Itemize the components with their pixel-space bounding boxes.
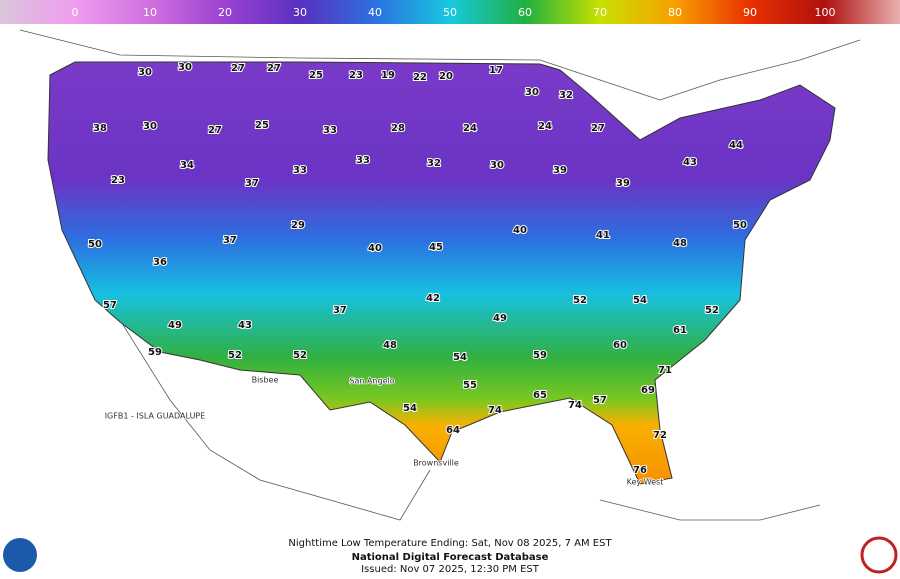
colorbar-tick-label: 90 xyxy=(743,6,757,19)
temperature-label: 30 xyxy=(138,67,152,78)
temperature-label: 27 xyxy=(208,125,222,136)
map-source: National Digital Forecast Database xyxy=(352,552,549,563)
colorbar-tick-label: 50 xyxy=(443,6,457,19)
temperature-label: 57 xyxy=(593,395,607,406)
temperature-label: 50 xyxy=(733,220,747,231)
place-label: Key West xyxy=(627,478,664,487)
temperature-label: 54 xyxy=(453,352,467,363)
temperature-label: 65 xyxy=(533,390,547,401)
temperature-label: 60 xyxy=(613,340,627,351)
temperature-label: 33 xyxy=(293,165,307,176)
temperature-label: 27 xyxy=(231,63,245,74)
place-label: Brownsville xyxy=(413,459,459,468)
colorbar xyxy=(0,0,900,24)
temperature-label: 48 xyxy=(673,238,687,249)
temperature-label: 24 xyxy=(463,123,477,134)
temperature-label: 48 xyxy=(383,340,397,351)
temperature-label: 23 xyxy=(349,70,363,81)
temperature-label: 71 xyxy=(658,365,672,376)
temperature-label: 41 xyxy=(596,230,610,241)
colorbar-tick-label: 100 xyxy=(815,6,836,19)
temperature-label: 37 xyxy=(223,235,237,246)
temperature-label: 29 xyxy=(291,220,305,231)
map-issued: Issued: Nov 07 2025, 12:30 PM EST xyxy=(361,564,540,575)
temperature-label: 74 xyxy=(488,405,502,416)
temperature-label: 61 xyxy=(673,325,687,336)
neighbor-outlines xyxy=(19,29,861,521)
temperature-label: 42 xyxy=(426,293,440,304)
temperature-label: 32 xyxy=(427,158,441,169)
temperature-label: 22 xyxy=(413,72,427,83)
place-label: IGFB1 - ISLA GUADALUPE xyxy=(105,412,206,421)
us-land xyxy=(47,61,836,485)
temperature-label: 36 xyxy=(153,257,167,268)
place-label: San Angelo xyxy=(349,377,394,386)
temperature-label: 33 xyxy=(323,125,337,136)
temperature-label: 54 xyxy=(403,403,417,414)
colorbar-tick-label: 80 xyxy=(668,6,682,19)
colorbar-tick-label: 10 xyxy=(143,6,157,19)
temperature-label: 34 xyxy=(180,160,194,171)
temperature-label: 49 xyxy=(168,320,182,331)
temperature-label: 38 xyxy=(93,123,107,134)
temperature-label: 55 xyxy=(463,380,477,391)
temperature-label: 76 xyxy=(633,465,647,476)
temperature-label: 27 xyxy=(591,123,605,134)
temperature-label: 37 xyxy=(245,178,259,189)
temperature-label: 59 xyxy=(533,350,547,361)
noaa-logo xyxy=(3,538,37,572)
temperature-label: 33 xyxy=(356,155,370,166)
temperature-label: 59 xyxy=(148,347,162,358)
colorbar-tick-label: 0 xyxy=(72,6,79,19)
temperature-label: 40 xyxy=(513,225,527,236)
colorbar-tick-label: 40 xyxy=(368,6,382,19)
temperature-label: 72 xyxy=(653,430,667,441)
colorbar-tick-label: 70 xyxy=(593,6,607,19)
temperature-label: 25 xyxy=(309,70,323,81)
temperature-label: 39 xyxy=(616,178,630,189)
temperature-label: 19 xyxy=(381,70,395,81)
temperature-label: 30 xyxy=(178,62,192,73)
temperature-label: 54 xyxy=(633,295,647,306)
temperature-label: 52 xyxy=(228,350,242,361)
temperature-label: 57 xyxy=(103,300,117,311)
temperature-label: 74 xyxy=(568,400,582,411)
temperature-label: 27 xyxy=(267,63,281,74)
temperature-label: 40 xyxy=(368,243,382,254)
temperature-label: 17 xyxy=(489,65,503,76)
nws-logo xyxy=(860,536,898,574)
temperature-label: 24 xyxy=(538,121,552,132)
place-label: Bisbee xyxy=(252,376,279,385)
temperature-label: 44 xyxy=(729,140,743,151)
temperature-label: 52 xyxy=(293,350,307,361)
temperature-label: 52 xyxy=(705,305,719,316)
temperature-label: 28 xyxy=(391,123,405,134)
temperature-label: 50 xyxy=(88,239,102,250)
temperature-label: 23 xyxy=(111,175,125,186)
temperature-label: 25 xyxy=(255,120,269,131)
temperature-label: 32 xyxy=(559,90,573,101)
temperature-label: 39 xyxy=(553,165,567,176)
temperature-label: 64 xyxy=(446,425,460,436)
temperature-label: 30 xyxy=(143,121,157,132)
temperature-label: 30 xyxy=(490,160,504,171)
temperature-label: 43 xyxy=(238,320,252,331)
map-title: Nighttime Low Temperature Ending: Sat, N… xyxy=(288,538,612,549)
temperature-label: 45 xyxy=(429,242,443,253)
temperature-label: 43 xyxy=(683,157,697,168)
colorbar-tick-label: 60 xyxy=(518,6,532,19)
colorbar-tick-label: 20 xyxy=(218,6,232,19)
temperature-label: 20 xyxy=(439,71,453,82)
temperature-label: 49 xyxy=(493,313,507,324)
temperature-label: 69 xyxy=(641,385,655,396)
temperature-label: 52 xyxy=(573,295,587,306)
temperature-label: 37 xyxy=(333,305,347,316)
temperature-label: 30 xyxy=(525,87,539,98)
colorbar-tick-label: 30 xyxy=(293,6,307,19)
